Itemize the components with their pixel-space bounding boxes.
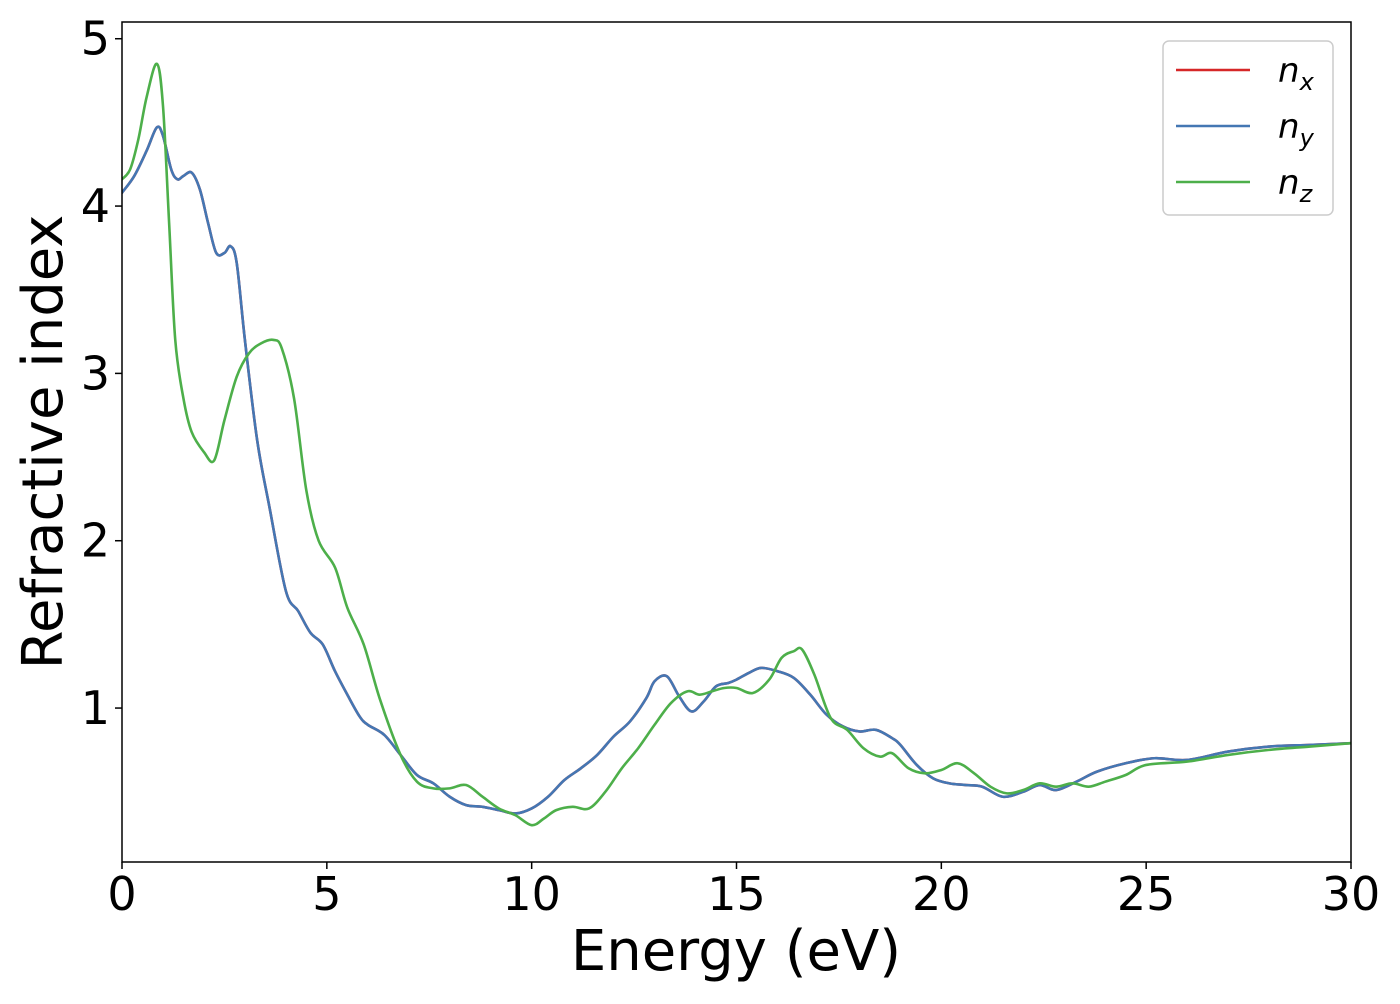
y-axis-title: Refractive index [11, 215, 76, 670]
y-tick-label: 3 [81, 346, 110, 400]
legend-label-base: n [1278, 163, 1300, 203]
ticks-layer: 0 5 10 15 20 25 30 1 2 3 4 5 [81, 12, 1381, 921]
x-tick-label: 20 [912, 867, 971, 921]
series-line-z [122, 62, 1351, 827]
y-tick-label: 5 [81, 12, 110, 66]
series-layer [122, 62, 1351, 827]
x-tick-label: 15 [707, 867, 766, 921]
legend-label-y: ny [1278, 107, 1315, 152]
legend-label-subscript: z [1299, 180, 1314, 208]
legend-box [1162, 40, 1334, 216]
legend-label-x: nx [1278, 51, 1315, 96]
x-axis-title: Energy (eV) [571, 919, 901, 984]
x-tick-label: 0 [107, 867, 136, 921]
legend-label-subscript: y [1299, 124, 1315, 152]
y-tick-label: 2 [81, 514, 110, 568]
y-tick-label: 4 [81, 179, 110, 233]
series-line-y [122, 125, 1351, 815]
y-tick-label: 1 [81, 681, 110, 735]
series-line-x [122, 125, 1351, 815]
x-tick-label: 30 [1322, 867, 1381, 921]
x-tick-label: 5 [312, 867, 341, 921]
legend-label-base: n [1278, 107, 1300, 147]
legend-label-base: n [1278, 51, 1300, 91]
x-tick-label: 25 [1117, 867, 1176, 921]
legend-label-subscript: x [1299, 68, 1315, 96]
legend-label-z: nz [1278, 163, 1314, 208]
x-tick-label: 10 [502, 867, 561, 921]
